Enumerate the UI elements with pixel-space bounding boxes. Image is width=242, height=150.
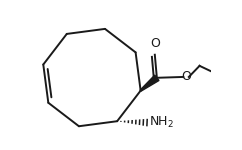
- Text: O: O: [181, 70, 191, 83]
- Text: O: O: [150, 38, 160, 50]
- Text: NH$_2$: NH$_2$: [149, 115, 174, 130]
- Polygon shape: [140, 75, 159, 91]
